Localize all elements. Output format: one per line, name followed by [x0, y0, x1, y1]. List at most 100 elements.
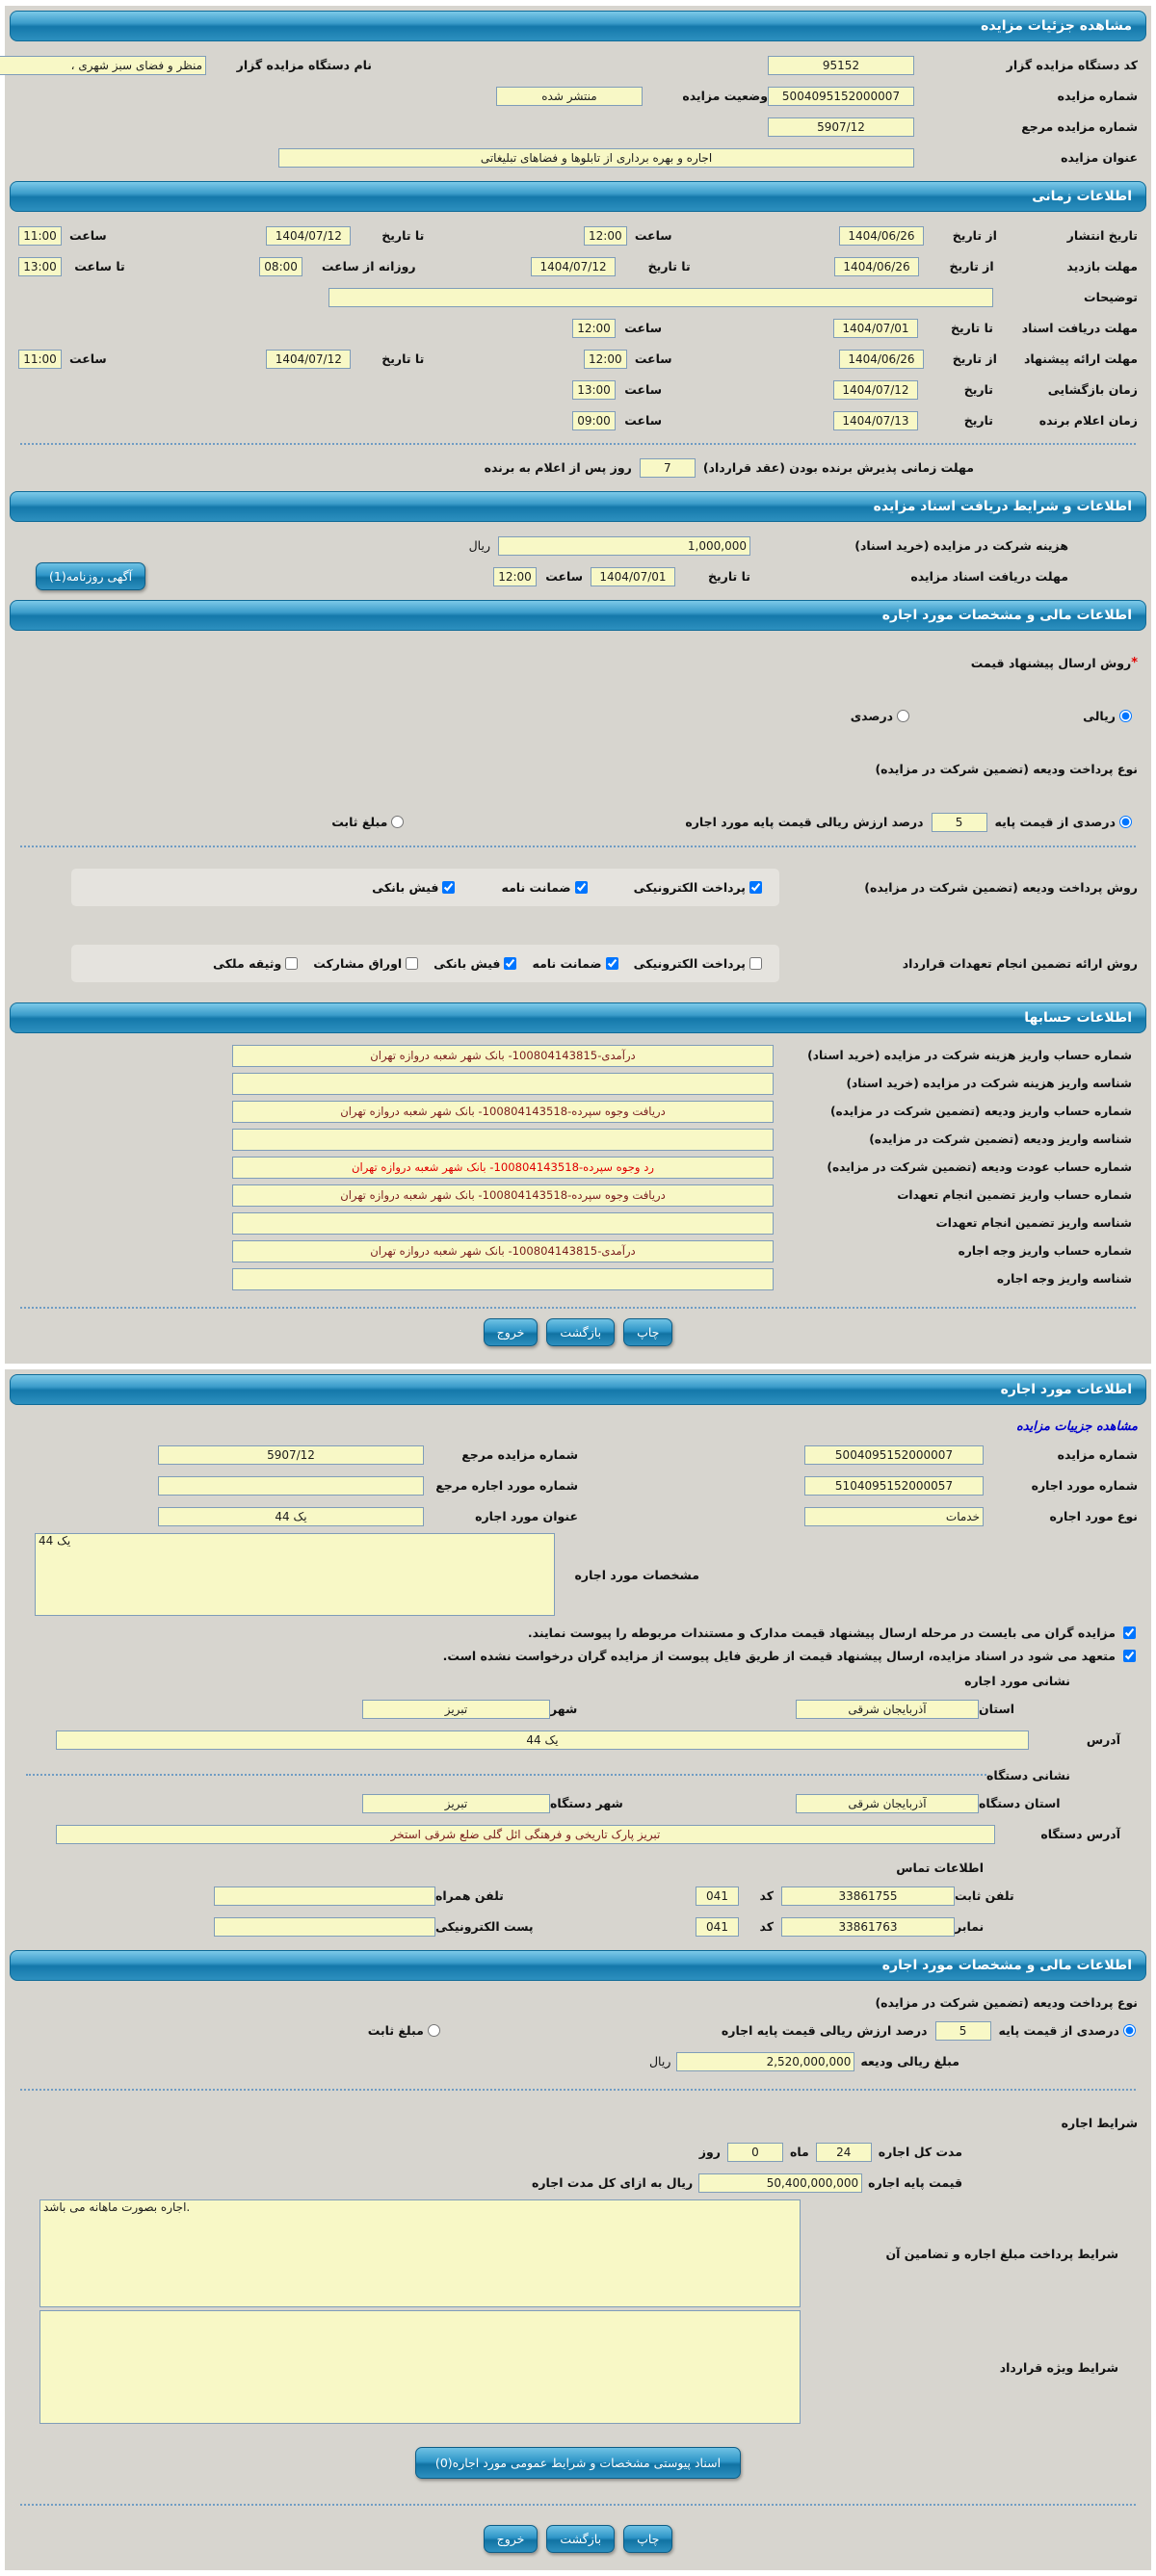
item-type-input[interactable] [804, 1506, 984, 1526]
auction-title-input[interactable] [278, 147, 914, 168]
opening-hour-input[interactable] [572, 379, 616, 400]
bank-receipt-checkbox[interactable] [504, 957, 517, 970]
bank-receipt-checkbox[interactable] [442, 881, 456, 894]
auction-ref-number-input[interactable] [158, 1444, 424, 1465]
offer-to-date-input[interactable] [266, 349, 352, 369]
phone-input[interactable] [781, 1886, 955, 1906]
auction-number-input[interactable] [804, 1444, 984, 1465]
exit-button[interactable]: خروج [483, 2525, 539, 2553]
email-input[interactable] [214, 1916, 435, 1937]
publish-from-date-input[interactable] [838, 225, 924, 246]
base-price-input[interactable] [698, 2173, 863, 2193]
rial-radio[interactable] [1119, 710, 1132, 722]
winner-accept-days-input[interactable] [639, 457, 696, 478]
fax-code-input[interactable] [696, 1916, 739, 1937]
org-address-input[interactable] [56, 1824, 995, 1844]
docs-deadline-date-input[interactable] [591, 566, 675, 586]
offer-to-hour-input[interactable] [17, 349, 62, 369]
participation-bonds-checkbox[interactable] [406, 957, 419, 970]
electronic-payment-option[interactable]: پرداخت الکترونیکی [634, 956, 764, 971]
bidder-org-name-input[interactable] [0, 55, 206, 75]
account-value-field[interactable]: درآمدی-100804143815- بانک شهر شعبه درواز… [232, 1044, 774, 1067]
percent-option[interactable]: درصدی [851, 709, 911, 723]
electronic-payment-option[interactable]: پرداخت الکترونیکی [634, 880, 764, 895]
rial-option[interactable]: ریالی [1083, 709, 1134, 723]
print-button[interactable]: چاپ [623, 2525, 673, 2553]
account-value-field[interactable] [232, 1128, 774, 1151]
publish-from-hour-input[interactable] [583, 225, 627, 246]
account-value-field[interactable]: درآمدی-100804143815- بانک شهر شعبه درواز… [232, 1239, 774, 1262]
base-percent-input[interactable] [934, 2020, 991, 2041]
exit-button[interactable]: خروج [483, 1318, 539, 1346]
account-value-field[interactable] [232, 1072, 774, 1095]
phone-code-input[interactable] [696, 1886, 739, 1906]
docs-deadline-hour-input[interactable] [493, 566, 537, 586]
item-ref-number-input[interactable] [158, 1475, 424, 1496]
fax-input[interactable] [781, 1916, 955, 1937]
auction-number-input[interactable] [768, 86, 914, 106]
winner-hour-input[interactable] [572, 410, 616, 430]
electronic-payment-checkbox[interactable] [749, 881, 762, 894]
view-auction-details-link[interactable]: مشاهده جزییات مزایده [1015, 1418, 1138, 1434]
pay-terms-textarea[interactable]: اجاره بصورت ماهانه می باشد. [39, 2199, 801, 2307]
visit-to-date-input[interactable] [531, 256, 617, 276]
publish-to-hour-input[interactable] [17, 225, 62, 246]
electronic-payment-checkbox[interactable] [749, 957, 762, 970]
offer-from-date-input[interactable] [838, 349, 924, 369]
visit-to-hour-input[interactable] [18, 256, 63, 276]
base-percent-option[interactable]: درصدی از قیمت پایه [995, 815, 1134, 829]
participation-fee-input[interactable] [498, 535, 750, 556]
docs-receive-date-input[interactable] [833, 318, 918, 338]
account-value-field[interactable] [232, 1211, 774, 1235]
item-title-input[interactable] [158, 1506, 424, 1526]
auction-status-input[interactable] [496, 86, 643, 106]
guarantee-letter-checkbox[interactable] [605, 957, 618, 970]
bank-receipt-option[interactable]: فیش بانکی [372, 880, 457, 895]
back-button[interactable]: بازگشت [546, 1318, 616, 1346]
fixed-amount-option[interactable]: مبلغ ثابت [368, 2023, 442, 2038]
org-city-input[interactable] [362, 1793, 550, 1813]
fixed-amount-radio[interactable] [427, 2024, 440, 2037]
winner-date-input[interactable] [833, 410, 918, 430]
account-value-field[interactable]: رد وجوه سپرده-100804143518- بانک شهر شعب… [232, 1156, 774, 1179]
rent-days-input[interactable] [726, 2142, 783, 2162]
deposit-amount-input[interactable] [676, 2051, 855, 2071]
docs-receive-hour-input[interactable] [572, 318, 616, 338]
notes-input[interactable] [328, 287, 993, 307]
address-input[interactable] [56, 1730, 1029, 1750]
visit-from-date-input[interactable] [834, 256, 920, 276]
bidder-org-code-input[interactable] [768, 55, 914, 75]
mobile-input[interactable] [214, 1886, 435, 1906]
participation-bonds-option[interactable]: اوراق مشارکت [313, 956, 420, 971]
attachments-button[interactable]: اسناد پیوستی مشخصات و شرایط عمومی مورد ا… [414, 2447, 742, 2479]
item-number-input[interactable] [804, 1475, 984, 1496]
fixed-amount-radio[interactable] [391, 816, 405, 828]
publish-to-date-input[interactable] [266, 225, 352, 246]
offer-from-hour-input[interactable] [583, 349, 627, 369]
attach-docs-note-checkbox[interactable] [1123, 1626, 1136, 1639]
account-value-field[interactable]: دریافت وجوه سپرده-100804143518- بانک شهر… [232, 1100, 774, 1123]
guarantee-letter-option[interactable]: ضمانت نامه [501, 880, 589, 895]
base-percent-radio[interactable] [1119, 816, 1132, 828]
rent-months-input[interactable] [815, 2142, 872, 2162]
city-input[interactable] [362, 1699, 550, 1719]
property-collateral-option[interactable]: وثیقه ملکی [213, 956, 300, 971]
special-terms-textarea[interactable] [39, 2310, 801, 2424]
account-value-field[interactable]: دریافت وجوه سپرده-100804143518- بانک شهر… [232, 1184, 774, 1207]
back-button[interactable]: بازگشت [546, 2525, 616, 2553]
guarantee-letter-checkbox[interactable] [574, 881, 588, 894]
base-percent-option[interactable]: درصدی از قیمت پایه [999, 2023, 1138, 2038]
print-button[interactable]: چاپ [623, 1318, 673, 1346]
opening-date-input[interactable] [833, 379, 918, 400]
org-province-input[interactable] [796, 1793, 979, 1813]
base-percent-radio[interactable] [1123, 2024, 1136, 2037]
no-file-request-note-checkbox[interactable] [1123, 1649, 1136, 1662]
percent-radio[interactable] [897, 710, 910, 722]
fixed-amount-option[interactable]: مبلغ ثابت [331, 815, 406, 829]
bank-receipt-option[interactable]: فیش بانکی [434, 956, 518, 971]
visit-from-hour-input[interactable] [259, 256, 303, 276]
province-input[interactable] [796, 1699, 979, 1719]
item-spec-textarea[interactable]: یک 44 [35, 1533, 555, 1616]
property-collateral-checkbox[interactable] [285, 957, 299, 970]
guarantee-letter-option[interactable]: ضمانت نامه [532, 956, 619, 971]
